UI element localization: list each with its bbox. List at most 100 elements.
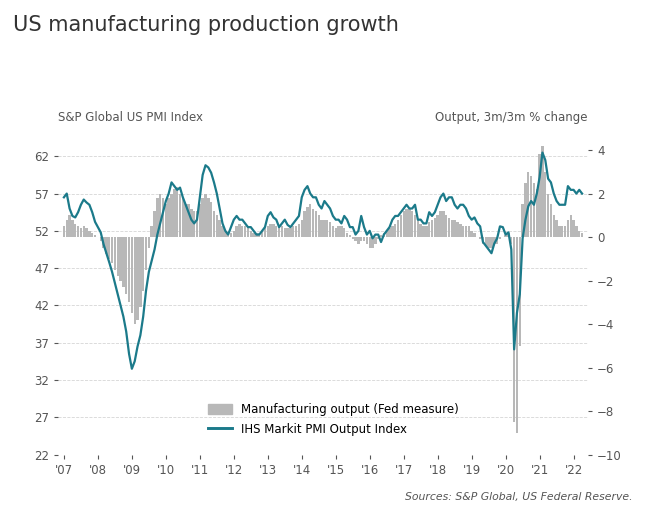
- Bar: [315, 211, 317, 237]
- Bar: [371, 237, 374, 248]
- Bar: [451, 220, 453, 237]
- Bar: [349, 235, 351, 237]
- Bar: [428, 222, 430, 237]
- Bar: [114, 237, 116, 270]
- Bar: [204, 193, 207, 237]
- Bar: [278, 226, 280, 237]
- Bar: [122, 237, 125, 287]
- Bar: [304, 211, 306, 237]
- Bar: [148, 237, 150, 248]
- Bar: [357, 237, 360, 243]
- Bar: [202, 198, 204, 237]
- Bar: [374, 237, 377, 243]
- Bar: [505, 235, 507, 237]
- Bar: [496, 237, 498, 243]
- Bar: [519, 237, 521, 346]
- Bar: [120, 237, 121, 281]
- Bar: [193, 211, 195, 237]
- Bar: [363, 237, 365, 241]
- Bar: [224, 231, 227, 237]
- Bar: [94, 235, 96, 237]
- Bar: [474, 233, 475, 237]
- Bar: [165, 205, 167, 237]
- Bar: [575, 226, 578, 237]
- Bar: [453, 220, 456, 237]
- Bar: [89, 231, 90, 237]
- Bar: [391, 226, 393, 237]
- Bar: [238, 224, 241, 237]
- Bar: [541, 146, 544, 237]
- Bar: [323, 220, 326, 237]
- Bar: [289, 228, 291, 237]
- Bar: [269, 224, 272, 237]
- Bar: [468, 226, 470, 237]
- Bar: [292, 226, 295, 237]
- Bar: [241, 226, 244, 237]
- Bar: [355, 237, 357, 241]
- Bar: [488, 237, 490, 248]
- Bar: [134, 237, 136, 324]
- Bar: [275, 226, 278, 237]
- Bar: [167, 198, 170, 237]
- Text: US manufacturing production growth: US manufacturing production growth: [13, 15, 399, 35]
- Bar: [408, 209, 411, 237]
- Bar: [108, 237, 110, 259]
- Bar: [105, 237, 108, 255]
- Bar: [210, 203, 213, 237]
- Bar: [513, 237, 516, 422]
- Bar: [382, 233, 385, 237]
- Bar: [550, 205, 552, 237]
- Text: S&P Global US PMI Index: S&P Global US PMI Index: [58, 111, 203, 124]
- Bar: [337, 226, 340, 237]
- Bar: [300, 220, 303, 237]
- Bar: [335, 228, 337, 237]
- Bar: [445, 215, 448, 237]
- Text: Sources: S&P Global, US Federal Reserve.: Sources: S&P Global, US Federal Reserve.: [406, 492, 633, 502]
- Bar: [437, 215, 439, 237]
- Bar: [142, 237, 144, 291]
- Bar: [320, 220, 323, 237]
- Bar: [572, 220, 575, 237]
- Bar: [68, 215, 71, 237]
- Bar: [309, 205, 311, 237]
- Bar: [521, 205, 524, 237]
- Bar: [525, 183, 526, 237]
- Bar: [340, 226, 342, 237]
- Bar: [490, 237, 493, 248]
- Bar: [564, 226, 567, 237]
- Bar: [462, 226, 464, 237]
- Bar: [244, 226, 246, 237]
- Bar: [431, 220, 433, 237]
- Bar: [326, 220, 328, 237]
- Bar: [253, 233, 255, 237]
- Bar: [510, 237, 512, 243]
- Bar: [343, 228, 346, 237]
- Bar: [227, 233, 229, 237]
- Bar: [414, 215, 416, 237]
- Bar: [264, 228, 266, 237]
- Bar: [405, 209, 408, 237]
- Bar: [286, 228, 289, 237]
- Bar: [570, 215, 572, 237]
- Bar: [216, 215, 218, 237]
- Bar: [171, 193, 172, 237]
- Bar: [556, 220, 557, 237]
- Bar: [561, 226, 563, 237]
- Bar: [351, 237, 354, 239]
- Bar: [433, 218, 436, 237]
- Bar: [151, 226, 153, 237]
- Bar: [380, 235, 382, 237]
- Bar: [91, 233, 94, 237]
- Bar: [247, 228, 249, 237]
- Bar: [464, 226, 467, 237]
- Bar: [312, 209, 314, 237]
- Bar: [218, 220, 221, 237]
- Bar: [176, 187, 178, 237]
- Bar: [394, 224, 397, 237]
- Bar: [145, 237, 147, 270]
- Bar: [479, 237, 481, 239]
- Bar: [196, 211, 198, 237]
- Bar: [578, 231, 581, 237]
- Bar: [128, 237, 130, 302]
- Bar: [329, 222, 331, 237]
